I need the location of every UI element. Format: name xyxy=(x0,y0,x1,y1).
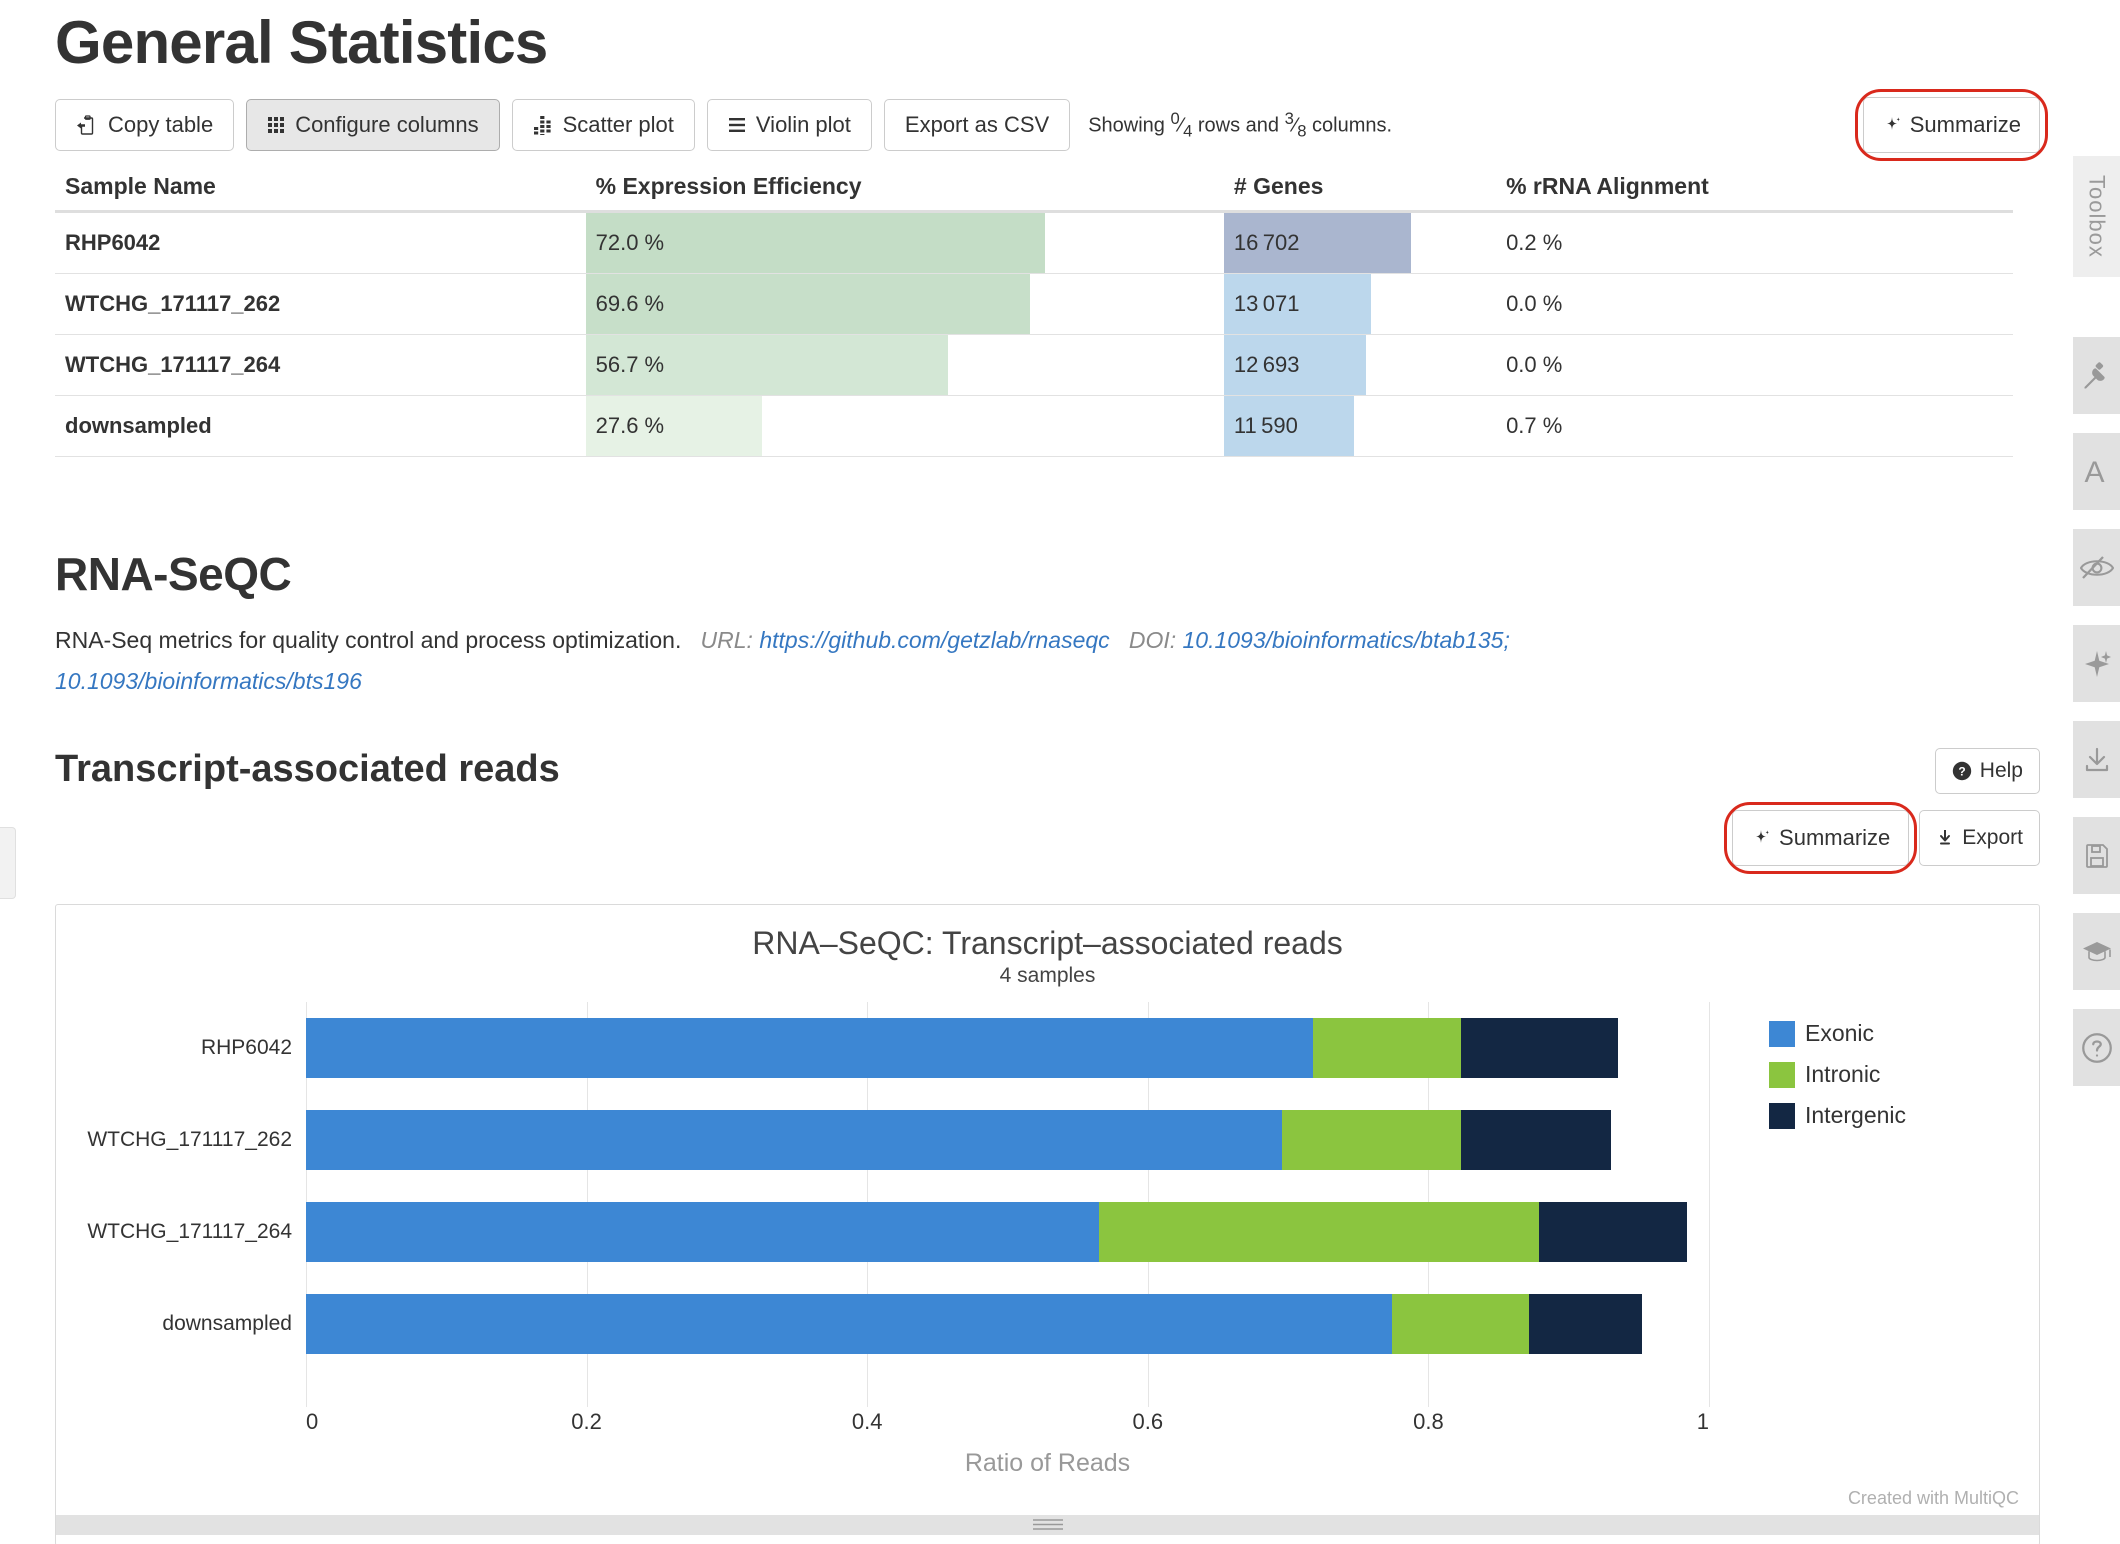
svg-text:?: ? xyxy=(1958,765,1965,779)
svg-text:A: A xyxy=(2084,457,2104,487)
